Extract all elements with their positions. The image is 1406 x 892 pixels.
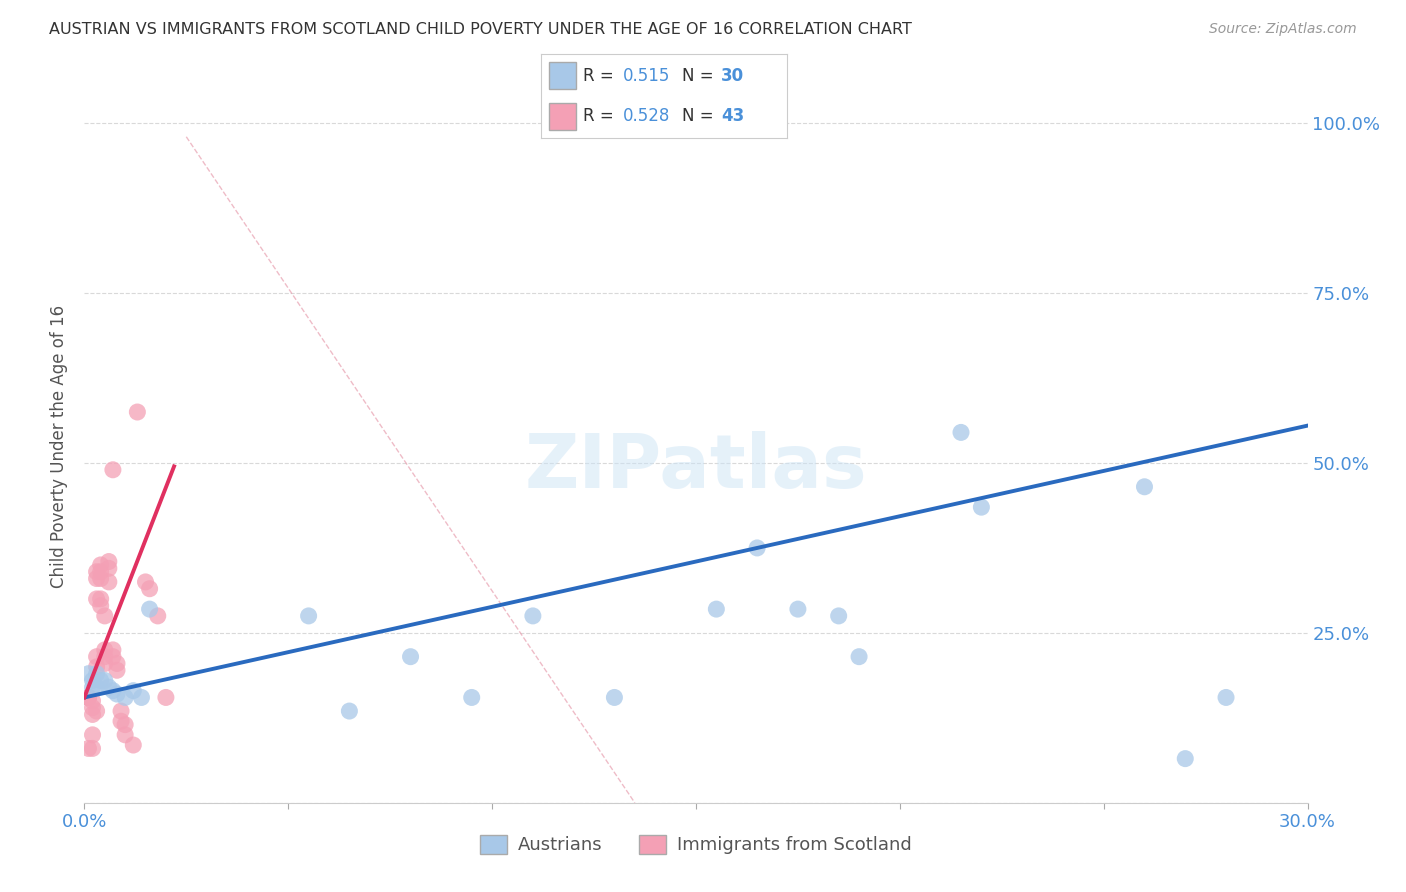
- Point: [86, 704, 108, 718]
- Point: [114, 717, 136, 731]
- Point: [339, 704, 361, 718]
- Point: [1133, 480, 1156, 494]
- Point: [82, 680, 104, 694]
- Point: [101, 643, 124, 657]
- Point: [298, 608, 321, 623]
- Point: [77, 690, 100, 705]
- Point: [82, 673, 104, 688]
- Point: [522, 608, 544, 623]
- Text: ZIPatlas: ZIPatlas: [524, 431, 868, 504]
- Point: [90, 558, 112, 572]
- Text: 0.515: 0.515: [623, 67, 669, 85]
- Point: [101, 649, 124, 664]
- Point: [747, 541, 769, 555]
- Point: [90, 599, 112, 613]
- Point: [97, 574, 120, 589]
- Y-axis label: Child Poverty Under the Age of 16: Child Poverty Under the Age of 16: [51, 304, 69, 588]
- Point: [90, 572, 112, 586]
- FancyBboxPatch shape: [548, 103, 576, 130]
- Point: [93, 643, 115, 657]
- Point: [86, 591, 108, 606]
- Point: [131, 690, 153, 705]
- Point: [101, 463, 124, 477]
- Point: [90, 673, 112, 688]
- Point: [122, 738, 145, 752]
- Point: [93, 649, 115, 664]
- Point: [77, 690, 100, 705]
- Point: [399, 649, 422, 664]
- Point: [110, 704, 132, 718]
- Point: [105, 687, 128, 701]
- Point: [93, 608, 115, 623]
- Point: [1215, 690, 1237, 705]
- Point: [93, 673, 115, 688]
- Legend: Austrians, Immigrants from Scotland: Austrians, Immigrants from Scotland: [472, 828, 920, 862]
- Text: R =: R =: [583, 67, 619, 85]
- Point: [114, 690, 136, 705]
- Point: [86, 649, 108, 664]
- Point: [127, 405, 149, 419]
- Point: [86, 666, 108, 681]
- Text: N =: N =: [682, 107, 718, 125]
- Point: [950, 425, 973, 440]
- Point: [86, 680, 108, 694]
- Point: [603, 690, 626, 705]
- Text: R =: R =: [583, 107, 619, 125]
- Point: [105, 657, 128, 671]
- Point: [848, 649, 870, 664]
- Point: [77, 690, 100, 705]
- Point: [82, 707, 104, 722]
- Point: [86, 572, 108, 586]
- Point: [93, 657, 115, 671]
- Point: [1174, 751, 1197, 765]
- Point: [97, 680, 120, 694]
- Point: [138, 582, 160, 596]
- Text: N =: N =: [682, 67, 718, 85]
- Point: [82, 728, 104, 742]
- Point: [135, 574, 157, 589]
- Point: [82, 700, 104, 714]
- Text: AUSTRIAN VS IMMIGRANTS FROM SCOTLAND CHILD POVERTY UNDER THE AGE OF 16 CORRELATI: AUSTRIAN VS IMMIGRANTS FROM SCOTLAND CHI…: [49, 22, 912, 37]
- Text: 0.528: 0.528: [623, 107, 669, 125]
- Point: [101, 683, 124, 698]
- Point: [970, 500, 993, 515]
- Point: [82, 741, 104, 756]
- Point: [787, 602, 810, 616]
- Point: [114, 728, 136, 742]
- Point: [461, 690, 484, 705]
- Point: [155, 690, 177, 705]
- Point: [122, 683, 145, 698]
- Text: 43: 43: [721, 107, 744, 125]
- Point: [146, 608, 169, 623]
- Point: [110, 714, 132, 729]
- FancyBboxPatch shape: [548, 62, 576, 89]
- Text: 30: 30: [721, 67, 744, 85]
- Point: [706, 602, 728, 616]
- Point: [90, 565, 112, 579]
- Point: [97, 555, 120, 569]
- Point: [105, 663, 128, 677]
- Point: [138, 602, 160, 616]
- Point: [97, 561, 120, 575]
- Point: [82, 694, 104, 708]
- Point: [86, 660, 108, 674]
- Point: [77, 690, 100, 705]
- Point: [77, 666, 100, 681]
- Text: Source: ZipAtlas.com: Source: ZipAtlas.com: [1209, 22, 1357, 37]
- Point: [90, 591, 112, 606]
- Point: [77, 741, 100, 756]
- Point: [828, 608, 851, 623]
- Point: [86, 565, 108, 579]
